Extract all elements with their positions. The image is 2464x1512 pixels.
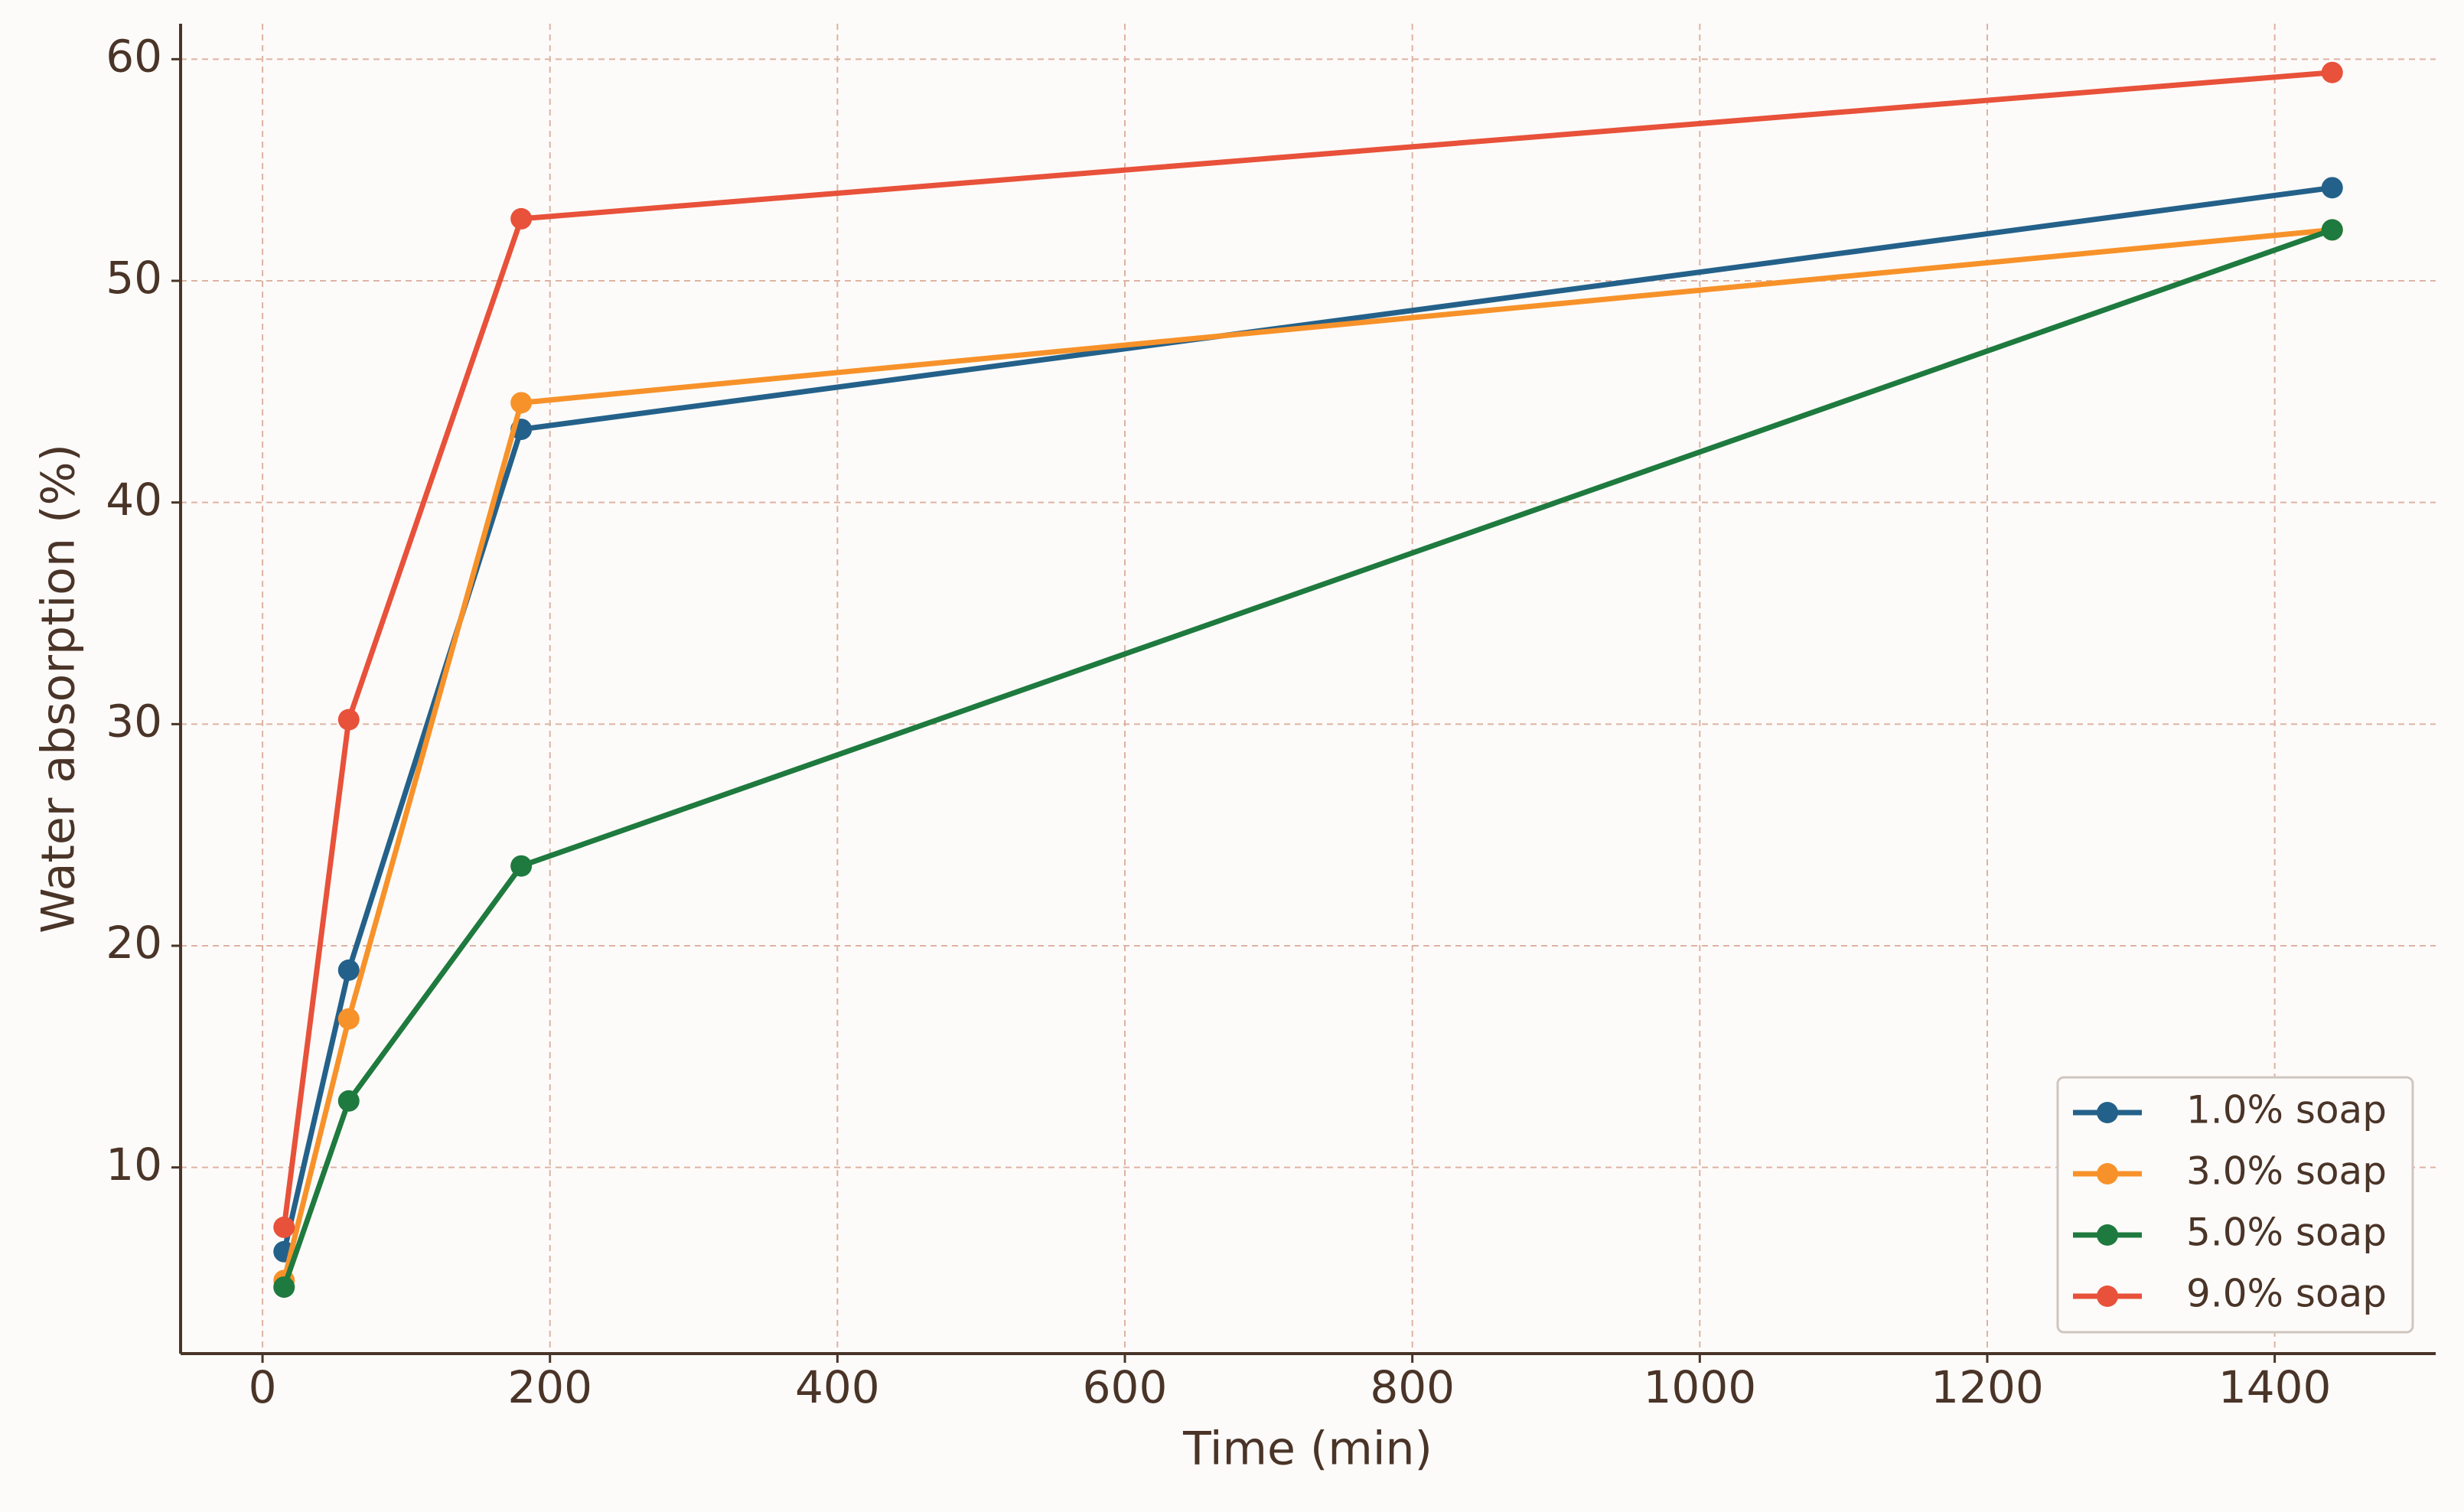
data-point [337, 1008, 360, 1030]
legend-label: 3.0% soap [2186, 1149, 2387, 1194]
legend-marker [2097, 1102, 2118, 1123]
legend-box [2056, 1076, 2414, 1334]
series-line [281, 227, 2333, 1289]
series-line [281, 184, 2333, 1253]
data-point [273, 1216, 295, 1238]
x-tick-label: 200 [507, 1361, 592, 1413]
x-tick-label: 600 [1083, 1361, 1168, 1413]
data-point [337, 709, 360, 731]
data-point [510, 207, 533, 230]
y-tick-label: 20 [106, 917, 162, 969]
y-axis-label: Water absorption (%) [32, 444, 86, 934]
y-tick-label: 10 [106, 1139, 162, 1191]
x-tick-label: 800 [1370, 1361, 1455, 1413]
series-line [281, 226, 2333, 1282]
legend-label: 5.0% soap [2186, 1211, 2387, 1255]
x-tick-label: 1200 [1931, 1361, 2044, 1413]
data-point [510, 392, 533, 414]
x-tick-label: 400 [795, 1361, 880, 1413]
y-tick-label: 60 [106, 30, 162, 82]
x-tick-label: 1000 [1644, 1361, 1757, 1413]
data-point [2321, 61, 2343, 83]
legend-label: 9.0% soap [2186, 1272, 2387, 1316]
x-tick-label: 0 [249, 1361, 277, 1413]
legend-label: 1.0% soap [2186, 1088, 2387, 1132]
legend-marker [2097, 1163, 2118, 1185]
legend: 1.0% soap 3.0% soap 5.0% soap 9.0% soap [2056, 1076, 2414, 1334]
y-tick-label: 50 [106, 252, 162, 304]
data-point [510, 855, 533, 877]
series-line [281, 70, 2333, 1228]
legend-marker [2097, 1286, 2118, 1307]
x-tick-label: 1400 [2218, 1361, 2332, 1413]
data-point [273, 1276, 295, 1299]
x-axis-label: Time (min) [1182, 1422, 1432, 1476]
legend-marker [2097, 1224, 2118, 1246]
data-point [337, 1090, 360, 1112]
data-point [2321, 219, 2343, 241]
data-point [337, 959, 360, 981]
y-tick-label: 30 [106, 695, 162, 747]
data-point [2321, 177, 2343, 199]
y-tick-label: 40 [106, 474, 162, 526]
